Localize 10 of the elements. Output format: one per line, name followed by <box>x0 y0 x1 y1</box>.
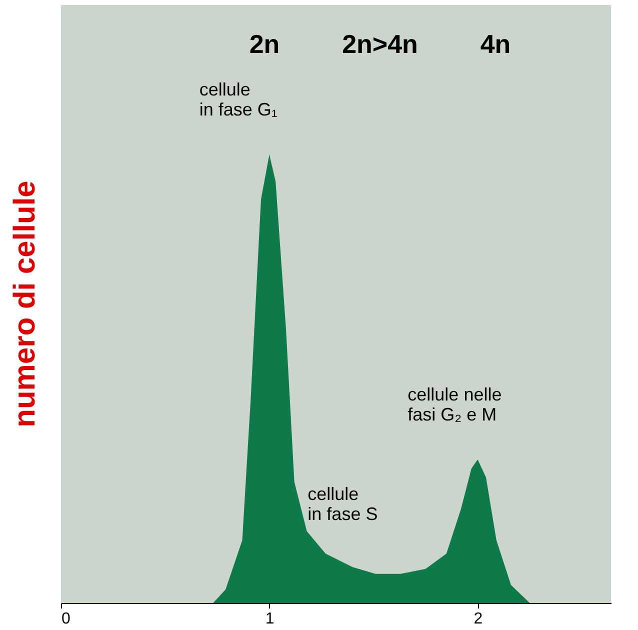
text: 4n <box>480 29 511 59</box>
x-tick-label: 1 <box>265 610 274 628</box>
annotation: cellule in fase G₁ <box>199 80 278 120</box>
x-tick-label: 2 <box>474 610 483 628</box>
text: 2n <box>249 29 280 59</box>
x-tick-label: 0 <box>62 610 70 628</box>
text: 2n>4n <box>342 29 418 59</box>
y-axis-title: numero di cellule <box>8 180 42 428</box>
annotation: cellule in fase S <box>308 484 378 524</box>
annotation: cellule nelle fasi G₂ e M <box>408 384 502 424</box>
